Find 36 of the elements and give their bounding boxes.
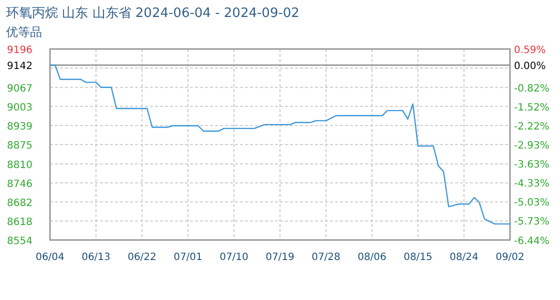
y-tick-label: 9196 xyxy=(7,45,32,56)
chart-subtitle: 优等品 xyxy=(6,25,42,39)
y-tick-label: 8939 xyxy=(7,121,32,132)
x-tick-label: 08/24 xyxy=(450,252,478,263)
y2-tick-label: -3.63% xyxy=(514,160,550,171)
y2-tick-label: 0.00% xyxy=(514,61,546,72)
y2-tick-label: -4.33% xyxy=(514,178,550,190)
y2-tick-label: -2.22% xyxy=(514,121,550,132)
y-tick-label: 8875 xyxy=(7,140,32,152)
x-tick-label: 07/28 xyxy=(312,252,340,263)
line-series xyxy=(49,64,511,225)
x-tick-label: 09/02 xyxy=(496,252,524,263)
y2-tick-label: -0.82% xyxy=(514,83,550,94)
y-tick-label: 8746 xyxy=(7,178,32,190)
x-tick-label: 06/22 xyxy=(128,252,156,263)
y2-tick-label: -5.73% xyxy=(514,216,550,228)
y2-tick-label: -2.93% xyxy=(514,140,550,152)
y-tick-label: 9142 xyxy=(7,61,32,72)
y2-tick-label: -6.44% xyxy=(514,236,550,247)
y2-tick-label: 0.59% xyxy=(514,45,546,56)
y2-tick-label: -5.03% xyxy=(514,198,550,209)
chart-title: 环氧丙烷 山东 山东省 2024-06-04 - 2024-09-02 xyxy=(6,6,300,21)
x-tick-label: 06/13 xyxy=(82,252,110,263)
y-tick-label: 8618 xyxy=(7,216,32,228)
x-tick-label: 07/01 xyxy=(174,252,202,263)
x-tick-label: 08/06 xyxy=(358,252,386,263)
y-tick-label: 8554 xyxy=(7,236,32,247)
y-tick-label: 9067 xyxy=(7,83,32,94)
y-tick-label: 8682 xyxy=(7,198,32,209)
x-tick-label: 07/19 xyxy=(266,252,294,263)
x-tick-label: 08/15 xyxy=(404,252,432,263)
y-tick-label: 9003 xyxy=(7,102,32,114)
x-tick-label: 07/10 xyxy=(220,252,248,263)
x-tick-label: 06/04 xyxy=(36,252,64,263)
y2-tick-label: -1.52% xyxy=(514,102,550,114)
y-tick-label: 8810 xyxy=(7,160,32,171)
